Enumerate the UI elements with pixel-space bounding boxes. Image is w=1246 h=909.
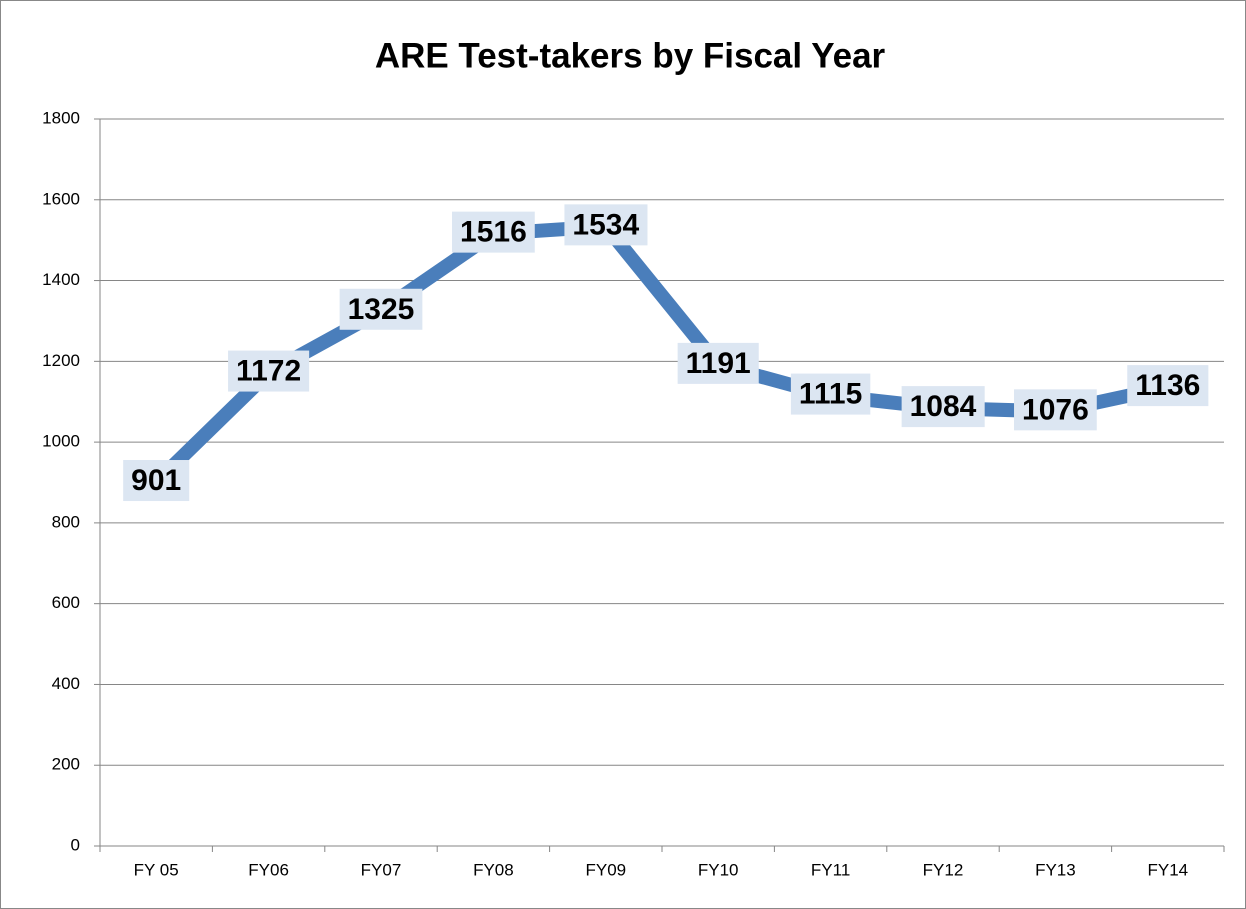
data-label: 1172 (236, 355, 301, 388)
x-tick-label: FY07 (361, 860, 402, 879)
x-tick-label: FY09 (585, 860, 626, 879)
data-label-box (339, 288, 423, 330)
data-label-box (901, 386, 985, 428)
data-label: 1084 (910, 390, 977, 423)
y-tick-label: 1800 (42, 108, 80, 127)
data-label: 1136 (1135, 369, 1200, 402)
data-label: 1325 (348, 293, 415, 326)
y-tick-label: 1400 (42, 270, 80, 289)
x-tick-label: FY11 (811, 860, 850, 879)
data-label-box (228, 350, 310, 392)
line-series (151, 219, 1170, 488)
x-tick-label: FY06 (248, 860, 289, 879)
data-label-box (1127, 365, 1209, 407)
x-tick-label: FY 05 (134, 860, 179, 879)
data-label: 1516 (460, 216, 527, 249)
data-label-box (790, 373, 871, 415)
y-tick-label: 0 (71, 835, 80, 854)
data-label-box (452, 211, 535, 253)
y-tick-label: 1200 (42, 351, 80, 370)
data-label: 1115 (799, 378, 862, 411)
y-tick-label: 600 (52, 593, 80, 612)
data-label-box (677, 342, 759, 384)
data-label-box (564, 204, 648, 246)
x-tick-label: FY12 (923, 860, 964, 879)
x-tick-label: FY14 (1147, 860, 1188, 879)
data-label-box (1014, 389, 1097, 431)
data-label: 1076 (1022, 393, 1089, 426)
chart-title: ARE Test-takers by Fiscal Year (375, 36, 886, 75)
x-tick-label: FY08 (473, 860, 514, 879)
y-tick-label: 1000 (42, 432, 80, 451)
x-tick-label: FY13 (1035, 860, 1076, 879)
y-tick-label: 200 (52, 755, 80, 774)
data-label-box (123, 460, 190, 502)
y-tick-label: 800 (52, 512, 80, 531)
y-tick-label: 1600 (42, 189, 80, 208)
x-tick-label: FY10 (698, 860, 739, 879)
data-label: 1191 (686, 347, 751, 380)
data-label: 901 (131, 464, 181, 497)
data-label: 1534 (572, 208, 639, 241)
y-tick-label: 400 (52, 674, 80, 693)
